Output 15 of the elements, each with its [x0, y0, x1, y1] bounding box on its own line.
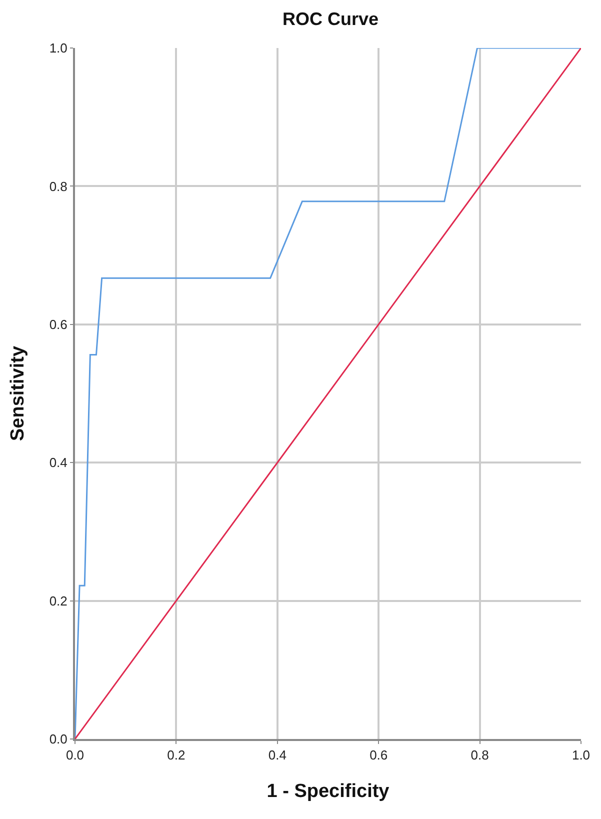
y-axis-title: Sensitivity [8, 346, 29, 442]
x-tick-label: 0.4 [268, 748, 286, 763]
y-tick-label: 0.0 [49, 732, 68, 747]
chart-title: ROC Curve [282, 8, 379, 29]
y-tick-label: 0.6 [49, 316, 68, 332]
x-tick-label: 0.6 [370, 748, 388, 763]
y-tick-label: 1.0 [49, 40, 68, 56]
x-tick-label: 0.8 [470, 748, 489, 763]
y-tick-label: 0.2 [49, 593, 68, 608]
x-tick-label: 0.0 [66, 748, 84, 763]
y-tick-label: 0.8 [49, 178, 68, 194]
x-tick-label: 1.0 [572, 748, 590, 763]
y-tick-label: 0.4 [49, 455, 68, 470]
x-axis-title: 1 - Specificity [266, 780, 390, 802]
x-tick-label: 0.2 [167, 748, 186, 763]
